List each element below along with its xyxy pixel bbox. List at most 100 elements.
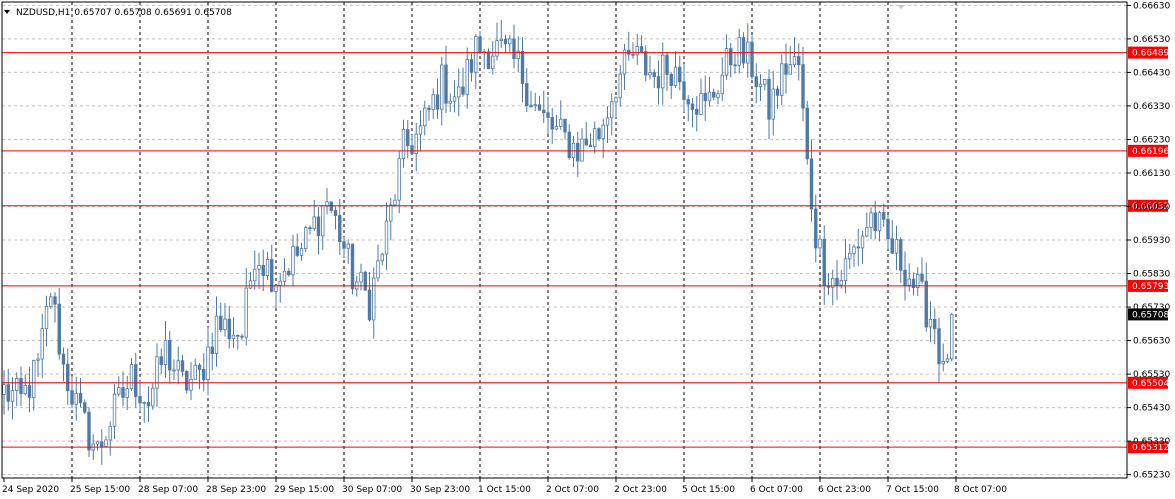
candle: [512, 24, 516, 69]
candle: [809, 139, 814, 222]
candle: [707, 76, 712, 107]
candle: [423, 100, 427, 136]
dropdown-triangle-icon[interactable]: [4, 10, 10, 14]
candle: [529, 90, 533, 108]
candle-body: [418, 125, 423, 135]
candle: [61, 347, 66, 382]
candle-body: [270, 259, 274, 292]
candle-body: [950, 314, 954, 360]
candle: [835, 260, 839, 300]
candle: [304, 225, 308, 253]
candle-body: [792, 56, 797, 66]
candle: [57, 288, 61, 360]
candle: [219, 302, 223, 333]
candle: [180, 354, 185, 377]
candle-body: [525, 83, 529, 107]
candle-body: [95, 441, 100, 445]
candle-body: [903, 269, 907, 286]
candle-body: [567, 131, 571, 159]
candle: [448, 93, 452, 112]
candle-body: [716, 93, 720, 98]
candle: [380, 252, 384, 266]
candle-body: [644, 51, 648, 76]
candle: [83, 399, 87, 414]
candle: [338, 199, 342, 255]
time-axis: 24 Sep 2020 25 Sep 15:00 28 Sep 07:00 28 Se…: [2, 478, 1007, 495]
candle-body: [168, 340, 172, 371]
candle: [406, 120, 410, 159]
candle-body: [780, 63, 784, 96]
level-price-label: 0.65312: [1132, 443, 1169, 453]
candle-body: [618, 73, 622, 99]
candle-body: [865, 227, 869, 237]
candle-body: [750, 41, 754, 78]
time-tick-label: 1 Oct 15:00: [478, 485, 531, 495]
candle: [227, 305, 231, 349]
candle-body: [856, 246, 860, 249]
candle: [801, 46, 805, 122]
candle-body: [656, 76, 661, 89]
candle: [168, 330, 172, 384]
candle-body: [427, 107, 431, 111]
candle-body: [223, 318, 227, 330]
candle: [771, 71, 775, 136]
candle: [605, 106, 610, 143]
candle-body: [610, 101, 614, 119]
candle: [831, 269, 835, 306]
level-label-bg: [1128, 279, 1168, 292]
candle: [601, 118, 605, 159]
candle-body: [597, 128, 601, 139]
candle: [593, 121, 597, 154]
candle-body: [253, 268, 257, 282]
candle: [848, 244, 852, 269]
horizontal-levels[interactable]: 0.66489 0.66196 0.66032 0.65793 0.65504 0.653…: [2, 46, 1169, 454]
candle-body: [894, 239, 899, 254]
candle-body: [924, 280, 928, 328]
candle-body: [712, 91, 716, 98]
time-tick-label: 2 Oct 23:00: [614, 485, 667, 495]
candle-body: [189, 378, 193, 391]
candle-body: [367, 289, 372, 321]
candle-body: [673, 66, 678, 86]
candle: [312, 199, 316, 231]
candle-body: [452, 96, 457, 102]
candle: [886, 215, 890, 250]
candle: [678, 55, 682, 91]
candle: [342, 237, 346, 258]
candle-body: [495, 40, 499, 57]
candle: [74, 376, 78, 421]
candle: [2, 370, 6, 415]
candle-body: [486, 51, 491, 70]
candle-body: [363, 271, 367, 291]
candle: [648, 55, 652, 80]
candle-body: [669, 74, 673, 86]
candle: [588, 133, 593, 148]
candle-body: [809, 158, 814, 210]
candle-body: [478, 36, 482, 53]
candle: [121, 371, 125, 407]
candle: [729, 42, 733, 78]
candle-body: [49, 296, 53, 307]
chart-header: NZDUSD,H1 0.65707 0.65708 0.65691 0.6570…: [4, 8, 232, 18]
candle: [431, 88, 435, 120]
candle: [890, 220, 894, 255]
candle-body: [146, 401, 151, 407]
candle: [193, 358, 197, 380]
candle-body: [648, 72, 652, 76]
candle-body: [32, 359, 36, 398]
candle: [435, 78, 440, 119]
level-label-bg: [1128, 144, 1168, 157]
candle-body: [588, 144, 593, 148]
candle-body: [151, 387, 155, 407]
time-tick-label: 2 Oct 07:00: [546, 485, 599, 495]
candle: [176, 346, 180, 385]
candle: [465, 47, 469, 109]
candle: [185, 370, 189, 394]
candle-body: [312, 216, 316, 230]
candle-body: [848, 252, 852, 260]
candle-body: [699, 92, 703, 115]
candle-body: [410, 145, 414, 154]
candle-body: [372, 277, 376, 321]
candle: [223, 303, 227, 337]
